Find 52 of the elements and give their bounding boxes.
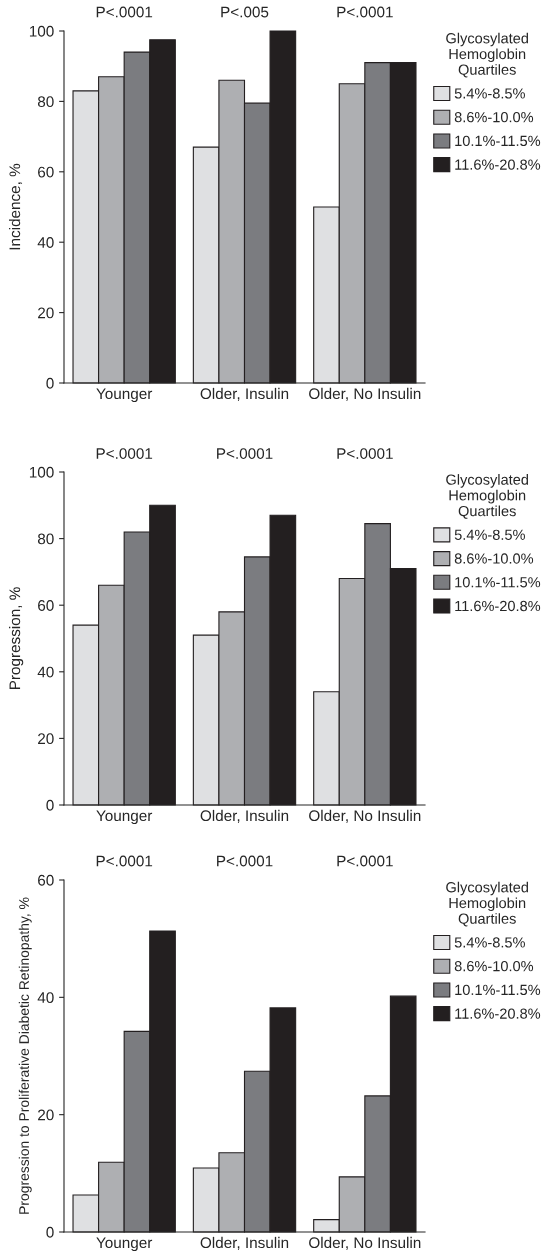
y-tick-label: 100 [29,25,54,37]
text: P<.0001 [96,448,153,459]
y-tick-label: 40 [37,666,54,678]
x-tick-label: Younger [96,810,153,825]
legend-label: 5.4%-8.5% [454,529,525,540]
y-tick-label: 100 [29,466,54,478]
y-tick-label: 60 [38,874,54,886]
legend-label: 10.1%-11.5% [455,135,541,147]
legend-label: 5.4%-8.5% [454,88,525,99]
legend-label: 11.6%-20.8% [455,1008,541,1019]
x-tick-label: Younger [96,388,153,403]
text: P<.0001 [217,855,273,867]
text: P<.0001 [96,6,153,18]
y-axis-title: Progression, % [8,587,24,690]
x-tick-label: Older, Insulin [200,1236,289,1250]
y-tick-label: 0 [46,1226,54,1238]
legend-label: 8.6%-10.0% [454,111,534,123]
legend-label: 11.6%-20.8% [455,159,541,170]
text: P<.0001 [217,448,273,459]
legend-label: 11.6%-20.8% [455,600,541,612]
text: P<.0001 [337,855,393,867]
legend-title: Glycosylated Hemoglobin Quartiles [446,32,528,78]
legend-label: 10.1%-11.5% [455,577,541,588]
y-tick-label: 80 [37,96,54,108]
text: P<.0001 [96,855,153,867]
legend-label: 8.6%-10.0% [454,960,534,972]
x-tick-label: Older, Insulin [200,387,289,401]
x-tick-label: Younger [96,1237,153,1252]
x-tick-label: Older, Insulin [200,809,289,823]
y-tick-label: 20 [38,733,54,745]
text: P<.0001 [337,6,393,18]
y-tick-label: 60 [38,166,54,178]
y-tick-label: 40 [37,237,54,248]
text: P<.0001 [337,448,393,459]
y-tick-label: 0 [46,377,54,389]
y-tick-label: 40 [37,992,54,1004]
x-tick-label: Older, No Insulin [309,1236,421,1250]
y-tick-label: 60 [38,600,54,611]
legend-title: Glycosylated Hemoglobin Quartiles [446,881,528,927]
y-tick-label: 0 [46,799,54,811]
y-axis-title: Incidence, % [8,163,23,250]
y-tick-label: 20 [38,307,54,319]
legend-label: 10.1%-11.5% [455,984,541,996]
x-tick-label: Older, No Insulin [309,809,421,823]
x-tick-label: Older, No Insulin [309,387,421,401]
y-axis-title: Progression to Proliferative Diabetic Retinopathy, % [18,897,32,1214]
legend-title: Glycosylated Hemoglobin Quartiles [446,474,528,519]
legend-label: 5.4%-8.5% [454,937,525,948]
text: P<.005 [221,6,269,18]
legend-label: 8.6%-10.0% [454,553,534,564]
y-tick-label: 20 [38,1109,54,1121]
y-tick-label: 80 [37,533,54,545]
